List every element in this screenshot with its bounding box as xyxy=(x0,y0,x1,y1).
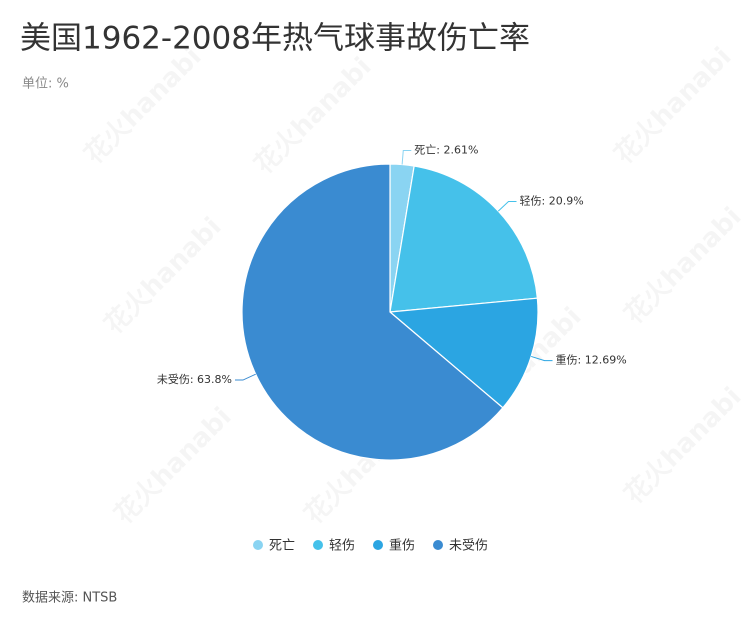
legend-label: 重伤 xyxy=(389,538,415,554)
label-line xyxy=(234,373,256,381)
chart-title: 美国1962-2008年热气球事故伤亡率 xyxy=(20,21,530,57)
label-line xyxy=(531,355,553,362)
label-line xyxy=(401,150,412,165)
data-label: 未受伤: 63.8% xyxy=(157,373,232,386)
pie-slice xyxy=(241,163,504,461)
pie-slice xyxy=(389,165,539,313)
watermark: 花火hanabi xyxy=(79,42,207,170)
label-line xyxy=(497,201,517,212)
data-label: 重伤: 12.69% xyxy=(556,353,627,367)
pie-slice xyxy=(388,297,539,409)
watermark: 花火hanabi xyxy=(619,382,747,510)
legend-label: 轻伤 xyxy=(329,539,355,554)
legend-marker xyxy=(313,540,323,550)
data-label: 死亡: 2.61% xyxy=(414,143,478,157)
legend-label: 未受伤 xyxy=(449,539,488,554)
legend-marker xyxy=(373,540,383,550)
legend-marker xyxy=(253,540,263,550)
watermark: 花火hanabi xyxy=(249,52,377,180)
watermark: 花火hanabi xyxy=(619,202,747,330)
source: 数据来源: NTSB xyxy=(22,591,117,606)
legend-label: 死亡 xyxy=(269,539,295,554)
watermark: 花火hanabi xyxy=(609,42,737,170)
watermark: 花火hanabi xyxy=(109,402,237,530)
watermark: 花火hanabi xyxy=(99,212,227,340)
legend-marker xyxy=(433,540,443,550)
subtitle: 单位: % xyxy=(22,77,69,92)
data-label: 轻伤: 20.9% xyxy=(520,194,584,208)
